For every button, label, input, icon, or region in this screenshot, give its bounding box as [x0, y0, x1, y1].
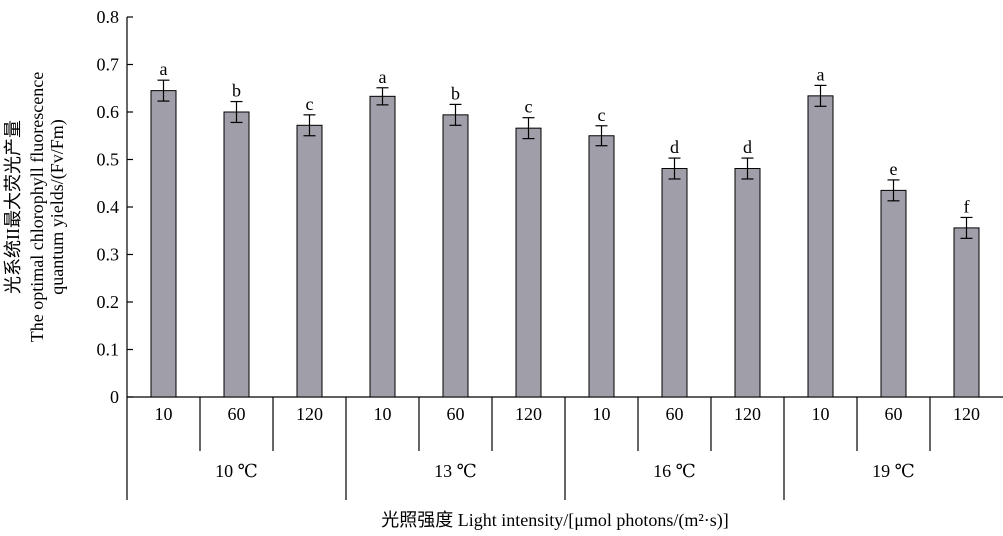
- bar: [661, 168, 688, 398]
- significance-letter: e: [890, 159, 898, 179]
- x-category-label: 10: [155, 404, 173, 424]
- significance-letter: c: [525, 97, 533, 117]
- significance-letter: a: [160, 59, 168, 79]
- significance-letter: a: [817, 64, 825, 84]
- y-tick-label: 0.6: [97, 102, 120, 122]
- x-category-label: 10: [374, 404, 392, 424]
- y-tick-label: 0.3: [97, 245, 120, 265]
- x-category-label: 120: [953, 404, 980, 424]
- x-group-label: 19 ℃: [872, 461, 915, 481]
- x-group-label: 16 ℃: [653, 461, 696, 481]
- axes: 0 0.1 0.2 0.3 0.4 0.5 0.6 0.7 0.8: [97, 7, 1003, 500]
- bar: [296, 124, 323, 398]
- bars: a b c a b c c d d a e f: [150, 59, 980, 398]
- bar: [734, 168, 761, 398]
- bar: [223, 111, 250, 398]
- significance-letter: c: [598, 105, 606, 125]
- y-tick-label: 0: [110, 387, 119, 407]
- x-axis-categories: 10 60 120 10 ℃ 10 60 120 13 ℃ 10 60 120 16 ℃ 10 60 120…: [155, 404, 981, 481]
- x-category-label: 10: [812, 404, 830, 424]
- y-axis-title: 光系统II最大荧光产量 The optimal chlorophyll fluor…: [3, 72, 68, 342]
- bar: [807, 95, 834, 398]
- x-axis-title: 光照强度 Light intensity/[μmol photons/(m²·s…: [381, 510, 729, 531]
- bar: [150, 90, 177, 398]
- y-tick-label: 0.1: [97, 340, 120, 360]
- bar: [515, 127, 542, 398]
- bar: [953, 227, 980, 398]
- x-category-label: 60: [447, 404, 465, 424]
- significance-letter: b: [451, 83, 460, 103]
- significance-letter: d: [743, 137, 752, 157]
- bar: [369, 95, 396, 398]
- x-group-label: 13 ℃: [434, 461, 477, 481]
- x-category-label: 60: [228, 404, 246, 424]
- x-category-label: 120: [515, 404, 542, 424]
- y-tick-label: 0.4: [97, 197, 120, 217]
- x-category-label: 120: [296, 404, 323, 424]
- significance-letter: b: [232, 81, 241, 101]
- y-tick-label: 0.2: [97, 292, 120, 312]
- x-group-label: 10 ℃: [215, 461, 258, 481]
- y-tick-label: 0.7: [97, 55, 120, 75]
- x-category-label: 60: [666, 404, 684, 424]
- x-category-label: 60: [885, 404, 903, 424]
- y-tick-label: 0.8: [97, 7, 120, 27]
- y-tick-label: 0.5: [97, 150, 120, 170]
- significance-letter: c: [306, 94, 314, 114]
- significance-letter: d: [670, 137, 679, 157]
- y-axis-title-line: 光系统II最大荧光产量: [3, 120, 23, 294]
- x-category-label: 120: [734, 404, 761, 424]
- bar: [880, 189, 907, 398]
- significance-letter: f: [964, 196, 970, 216]
- y-axis-title-line: The optimal chlorophyll fluorescence: [27, 72, 47, 342]
- y-axis-title-line: quantum yields/(Fv/Fm): [47, 119, 68, 295]
- x-category-label: 10: [593, 404, 611, 424]
- bar: [442, 114, 469, 398]
- bar: [588, 135, 615, 398]
- significance-letter: a: [379, 67, 387, 87]
